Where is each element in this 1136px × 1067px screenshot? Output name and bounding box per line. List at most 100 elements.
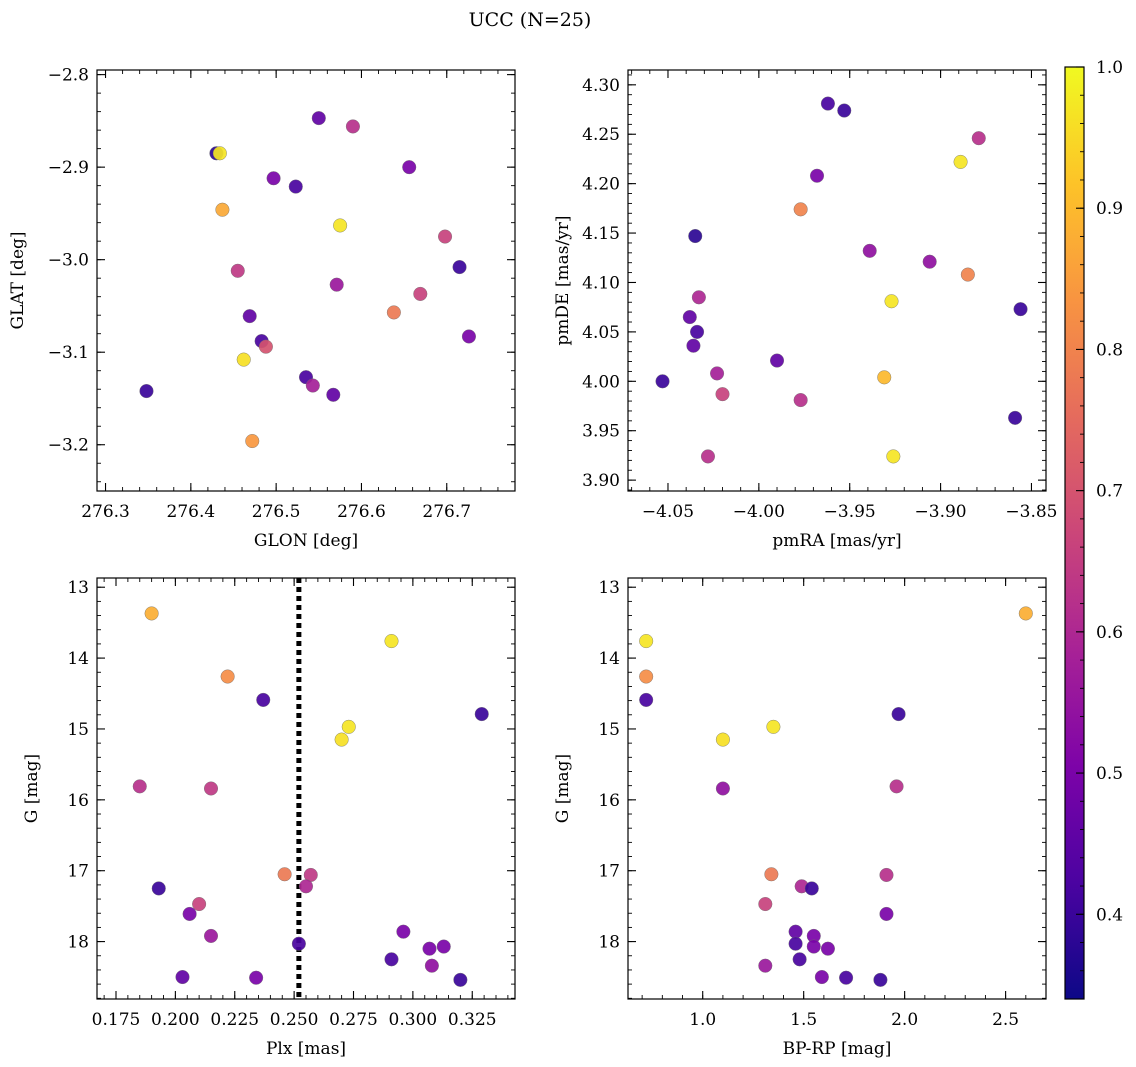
scatter-point: [256, 692, 271, 707]
scatter-point: [792, 952, 807, 967]
scatter-point: [384, 952, 399, 967]
scatter-point: [396, 924, 411, 939]
y-tick-label: 15: [598, 720, 620, 740]
scatter-point: [710, 366, 725, 381]
x-axis-title: pmRA [mas/yr]: [772, 531, 901, 551]
scatter-point: [764, 867, 779, 882]
colorbar-tick-label: 0.5: [1096, 764, 1123, 784]
y-tick-label: −2.9: [48, 158, 89, 178]
x-tick-label: −4.05: [642, 502, 694, 522]
scatter-point: [758, 958, 773, 973]
x-tick-label: −4.00: [733, 502, 785, 522]
scatter-point: [758, 897, 773, 912]
scatter-point: [299, 879, 314, 894]
scatter-point: [715, 387, 730, 402]
x-tick-label: 2.5: [992, 1010, 1019, 1030]
axes-frame: [96, 577, 516, 1000]
colorbar: 0.4 0.5 0.6 0.7 0.8 0.9 1.0: [1064, 58, 1123, 1000]
y-tick-label: 17: [67, 862, 89, 882]
scatter-point: [690, 324, 705, 339]
colorbar-tick-label: 1.0: [1096, 58, 1123, 78]
scatter-point: [788, 924, 803, 939]
scatter-point: [424, 958, 439, 973]
scatter-point: [203, 928, 218, 943]
scatter-point: [806, 939, 821, 954]
panel-plx-g: 0.175 0.200 0.225 0.250 0.275 0.300 0.325 13 14 1…: [22, 577, 516, 1059]
x-tick-label: 0.200: [151, 1010, 200, 1030]
scatter-point: [438, 229, 453, 244]
scatter-point: [891, 707, 906, 722]
scatter-point: [230, 263, 245, 278]
scatter-point: [461, 329, 476, 344]
scatter-point: [715, 781, 730, 796]
scatter-point: [311, 111, 326, 126]
scatter-point: [877, 370, 892, 385]
y-tick-label: 14: [598, 649, 620, 669]
scatter-point: [413, 286, 428, 301]
x-tick-label: 1.5: [790, 1010, 817, 1030]
scatter-point: [215, 202, 230, 217]
x-tick-label: 0.325: [448, 1010, 497, 1030]
y-tick-label: 16: [67, 791, 89, 811]
y-tick-label: 15: [67, 720, 89, 740]
colorbar-tick-label: 0.4: [1096, 905, 1123, 925]
panel-glon-glat: 276.3 276.4 276.5 276.6 276.7 −2.8 −2.9 −3.0 −3.…: [8, 66, 516, 551]
scatter-point: [422, 941, 437, 956]
colorbar-tick-label: 0.7: [1096, 482, 1123, 502]
x-axis-title: GLON [deg]: [254, 531, 358, 551]
y-tick-label: −3.2: [48, 436, 89, 456]
scatter-point: [639, 634, 654, 649]
colorbar-frame: [1064, 66, 1085, 1000]
y-tick-label: 13: [598, 578, 620, 598]
scatter-point: [236, 352, 251, 367]
y-axis-title: G [mag]: [553, 754, 573, 823]
colorbar-tick-label: 0.9: [1096, 199, 1123, 219]
scatter-point: [384, 634, 399, 649]
x-tick-label: 0.275: [329, 1010, 378, 1030]
x-tick-label: 276.4: [167, 502, 216, 522]
y-tick-label: 4.30: [582, 76, 620, 96]
scatter-point: [700, 449, 715, 464]
scatter-point: [182, 906, 197, 921]
x-tick-label: 0.175: [92, 1010, 141, 1030]
scatter-point: [820, 941, 835, 956]
scatter-point: [242, 309, 257, 324]
scatter-point: [192, 897, 207, 912]
x-tick-label: −3.90: [915, 502, 967, 522]
scatter-point: [953, 154, 968, 169]
scatter-point: [886, 449, 901, 464]
y-tick-label: 13: [67, 578, 89, 598]
scatter-point: [884, 294, 899, 309]
y-tick-label: −3.1: [48, 343, 89, 363]
x-tick-label: 0.300: [389, 1010, 438, 1030]
y-tick-label: 4.05: [582, 323, 620, 343]
panel-bprp-g: 1.0 1.5 2.0 2.5 13 14 15 16 17 18 BP-RP [mag] G [ma…: [553, 577, 1047, 1059]
x-tick-label: 276.5: [252, 502, 301, 522]
y-tick-label: 4.20: [582, 175, 620, 195]
scatter-point: [971, 131, 986, 146]
scatter-point: [132, 779, 147, 794]
colorbar-tick-label: 0.8: [1096, 340, 1123, 360]
colorbar-gradient: [1065, 67, 1084, 999]
scatter-point: [402, 160, 417, 175]
x-axis-title: Plx [mas]: [266, 1039, 346, 1059]
scatter-point: [960, 267, 975, 282]
scatter-point: [810, 168, 825, 183]
scatter-point: [655, 374, 670, 389]
scatter-point: [879, 867, 894, 882]
scatter-point: [341, 719, 356, 734]
scatter-point: [266, 171, 281, 186]
figure-title: UCC (N=25): [469, 9, 592, 31]
x-tick-label: −3.95: [824, 502, 876, 522]
scatter-point: [688, 229, 703, 244]
y-tick-label: 4.15: [582, 224, 620, 244]
y-tick-label: −3.0: [48, 251, 89, 271]
scatter-point: [770, 353, 785, 368]
scatter-point: [453, 972, 468, 987]
axes-frame: [627, 577, 1047, 1000]
scatter-point: [258, 339, 273, 354]
scatter-point: [245, 434, 260, 449]
colorbar-tick-label: 0.6: [1096, 623, 1123, 643]
scatter-point: [793, 393, 808, 408]
